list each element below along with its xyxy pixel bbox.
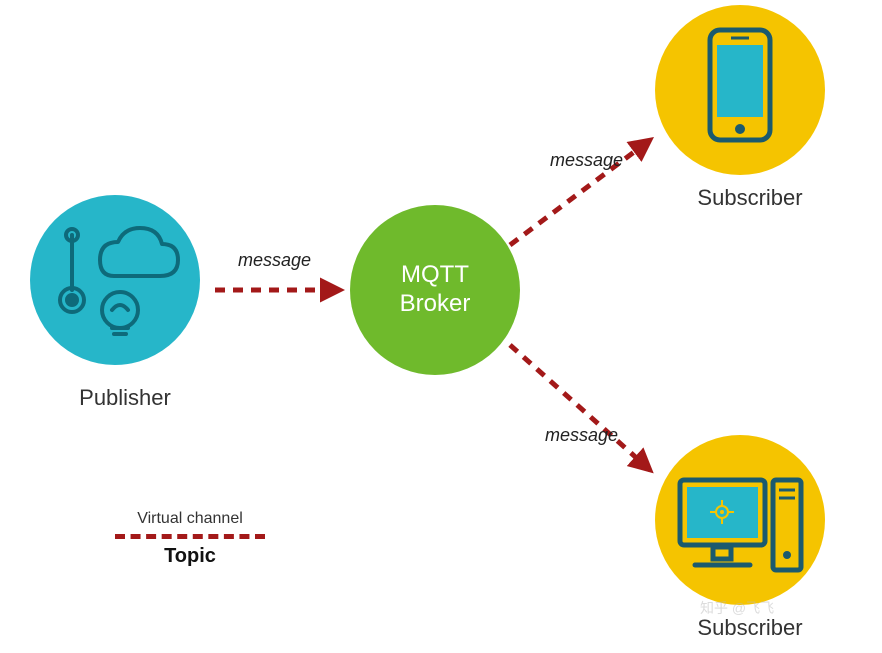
edge-broker-pc — [510, 345, 650, 470]
edge-label-3: message — [545, 425, 618, 446]
subscriber-pc-label: Subscriber — [680, 615, 820, 641]
edge-label-2: message — [550, 150, 623, 171]
broker-text: MQTT Broker — [350, 261, 520, 319]
broker-line1: MQTT — [401, 261, 469, 288]
publisher-label: Publisher — [55, 385, 195, 411]
phone-icon — [655, 5, 825, 175]
legend: Virtual channel Topic — [105, 510, 275, 568]
pc-icon — [655, 435, 825, 605]
publisher-icons — [30, 195, 200, 365]
watermark: 知乎 @飞飞 — [700, 598, 774, 618]
subscriber-phone-label: Subscriber — [680, 185, 820, 211]
legend-title: Virtual channel — [105, 510, 275, 528]
broker-node: MQTT Broker — [350, 205, 520, 375]
publisher-node — [30, 195, 200, 365]
broker-line2: Broker — [400, 290, 471, 317]
subscriber-pc-node — [655, 435, 825, 605]
legend-dash — [115, 534, 265, 539]
subscriber-phone-node — [655, 5, 825, 175]
edge-label-1: message — [238, 250, 311, 271]
legend-subtitle: Topic — [105, 545, 275, 568]
